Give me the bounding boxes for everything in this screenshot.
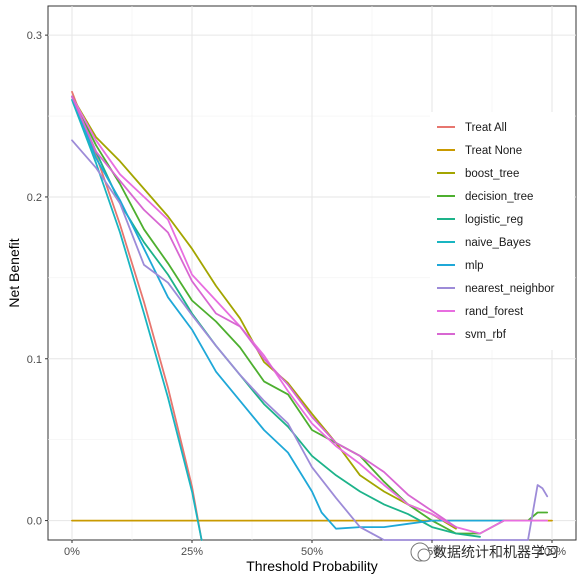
series-line-rand-forest xyxy=(71,95,549,535)
x-tick-label: 50% xyxy=(301,546,323,558)
x-tick-label: 100% xyxy=(538,546,566,558)
watermark: 数据统计和机器学习 xyxy=(410,542,559,562)
series-line-svm-rbf xyxy=(71,95,457,528)
series-lines xyxy=(71,90,553,541)
legend-label-svm-rbf: svm_rbf xyxy=(465,329,507,341)
y-tick-label: 0.0 xyxy=(27,516,42,528)
legend: Treat All Treat None boost_tree decision_tr… xyxy=(430,112,574,350)
series-line-mlp xyxy=(71,95,505,530)
x-tick-label: 0% xyxy=(64,546,80,558)
x-tick-label: 25% xyxy=(181,546,203,558)
series-line-naive-bayes xyxy=(71,99,203,541)
wechat-logo-icon-inner xyxy=(417,548,431,562)
y-tick-label: 0.1 xyxy=(27,354,42,366)
series-line-nearest-neighbor xyxy=(71,139,549,541)
legend-label-treat-none: Treat None xyxy=(465,145,522,157)
legend-label-boost-tree: boost_tree xyxy=(465,168,519,180)
watermark-text: 数据统计和机器学习 xyxy=(433,545,559,561)
series-line-logistic-reg xyxy=(71,95,481,538)
legend-label-nearest-neighbor: nearest_neighbor xyxy=(465,283,555,295)
y-axis-title: Net Benefit xyxy=(6,238,22,307)
series-line-boost-tree xyxy=(71,95,457,530)
legend-label-naive-bayes: naive_Bayes xyxy=(465,237,531,249)
legend-label-mlp: mlp xyxy=(465,260,484,272)
legend-label-logistic-reg: logistic_reg xyxy=(465,214,523,226)
legend-label-treat-all: Treat All xyxy=(465,122,507,134)
axis-ticks: 0% 25% 50% 75% 100%0.00.10.20.3 xyxy=(27,30,567,558)
series-line-treat-all xyxy=(71,90,203,541)
x-axis-title: Threshold Probability xyxy=(246,558,378,574)
legend-label-decision-tree: decision_tree xyxy=(465,191,533,203)
legend-label-rand-forest: rand_forest xyxy=(465,306,524,318)
y-tick-label: 0.2 xyxy=(27,192,42,204)
y-tick-label: 0.3 xyxy=(27,30,42,42)
